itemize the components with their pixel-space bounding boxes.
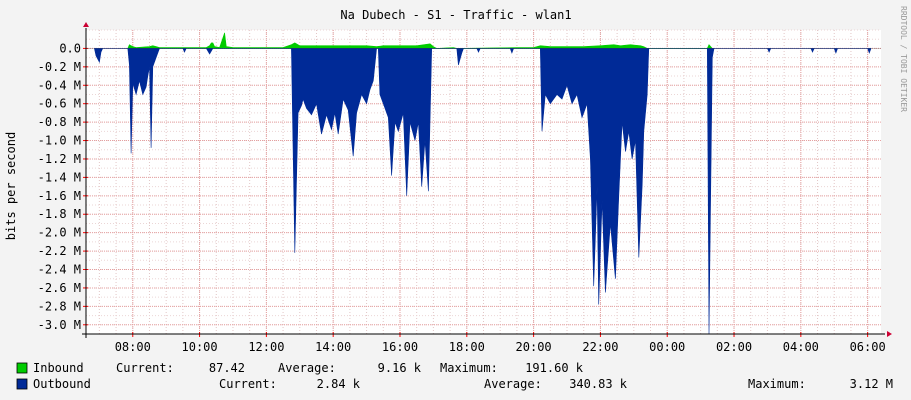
legend-inbound-maximum-label: Maximum: xyxy=(440,361,498,375)
x-axis-arrow xyxy=(887,331,892,337)
y-axis-arrow xyxy=(83,22,89,27)
y-tick-label: -0.4 M xyxy=(38,78,81,92)
legend-inbound-current-label: Current: xyxy=(116,361,174,375)
series-areas xyxy=(94,32,872,335)
legend-inbound-current: 87.42 xyxy=(209,361,245,375)
series-inbound-area xyxy=(127,32,713,49)
y-tick-label: -2.8 M xyxy=(38,299,81,313)
legend-inbound-maximum: 191.60 k xyxy=(525,361,584,375)
chart-text: Na Dubech - S1 - Traffic - wlan1 bits pe… xyxy=(4,6,908,240)
x-tick-label: 10:00 xyxy=(182,340,218,354)
x-tick-label: 18:00 xyxy=(449,340,485,354)
legend-inbound-swatch xyxy=(16,362,28,374)
legend-outbound-current: 2.84 k xyxy=(317,377,361,391)
legend-inbound-name: Inbound xyxy=(33,361,84,375)
y-tick-label: -1.2 M xyxy=(38,152,81,166)
y-tick-label: -1.0 M xyxy=(38,134,81,148)
x-tick-label: 14:00 xyxy=(315,340,351,354)
watermark: RRDTOOL / TOBI OETIKER xyxy=(899,6,908,112)
plot-area xyxy=(86,30,881,334)
y-tick-label: 0.0 xyxy=(59,41,81,55)
legend-outbound-maximum: 3.12 M xyxy=(850,377,893,391)
x-tick-label: 02:00 xyxy=(716,340,752,354)
legend-outbound-maximum-label: Maximum: xyxy=(748,377,806,391)
y-tick-label: -1.8 M xyxy=(38,207,81,221)
y-axis-label: bits per second xyxy=(4,132,18,240)
chart-title: Na Dubech - S1 - Traffic - wlan1 xyxy=(340,8,571,22)
series-outbound-area xyxy=(94,48,872,335)
legend-outbound-average-label: Average: xyxy=(484,377,542,391)
x-tick-label: 12:00 xyxy=(248,340,284,354)
x-tick-label: 20:00 xyxy=(516,340,552,354)
y-tick-label: -1.4 M xyxy=(38,170,81,184)
axes: 0.0 -0.2 M -0.4 M -0.6 M -0.8 M -1.0 M -1.2 M -… xyxy=(38,22,892,354)
x-tick-label: 22:00 xyxy=(582,340,618,354)
y-tick-label: -0.8 M xyxy=(38,115,81,129)
legend-inbound-average-label: Average: xyxy=(278,361,336,375)
legend-outbound-swatch xyxy=(16,378,28,390)
legend-inbound-average: 9.16 k xyxy=(378,361,422,375)
y-tick-label: -0.2 M xyxy=(38,60,81,74)
y-tick-label: -2.4 M xyxy=(38,263,81,277)
legend-outbound-current-label: Current: xyxy=(219,377,277,391)
x-tick-label: 00:00 xyxy=(649,340,685,354)
y-tick-label: -0.6 M xyxy=(38,97,81,111)
x-tick-label: 16:00 xyxy=(382,340,418,354)
legend-outbound-average: 340.83 k xyxy=(569,377,628,391)
y-tick-label: -2.6 M xyxy=(38,281,81,295)
legend: Inbound Current: 87.42 Average: 9.16 k M… xyxy=(16,361,893,391)
x-tick-label: 06:00 xyxy=(850,340,886,354)
y-tick-label: -2.0 M xyxy=(38,226,81,240)
legend-outbound-name: Outbound xyxy=(33,377,91,391)
x-tick-label: 04:00 xyxy=(783,340,819,354)
y-tick-label: -1.6 M xyxy=(38,189,81,203)
y-tick-label: -3.0 M xyxy=(38,318,81,332)
y-tick-label: -2.2 M xyxy=(38,244,81,258)
x-tick-label: 08:00 xyxy=(115,340,151,354)
